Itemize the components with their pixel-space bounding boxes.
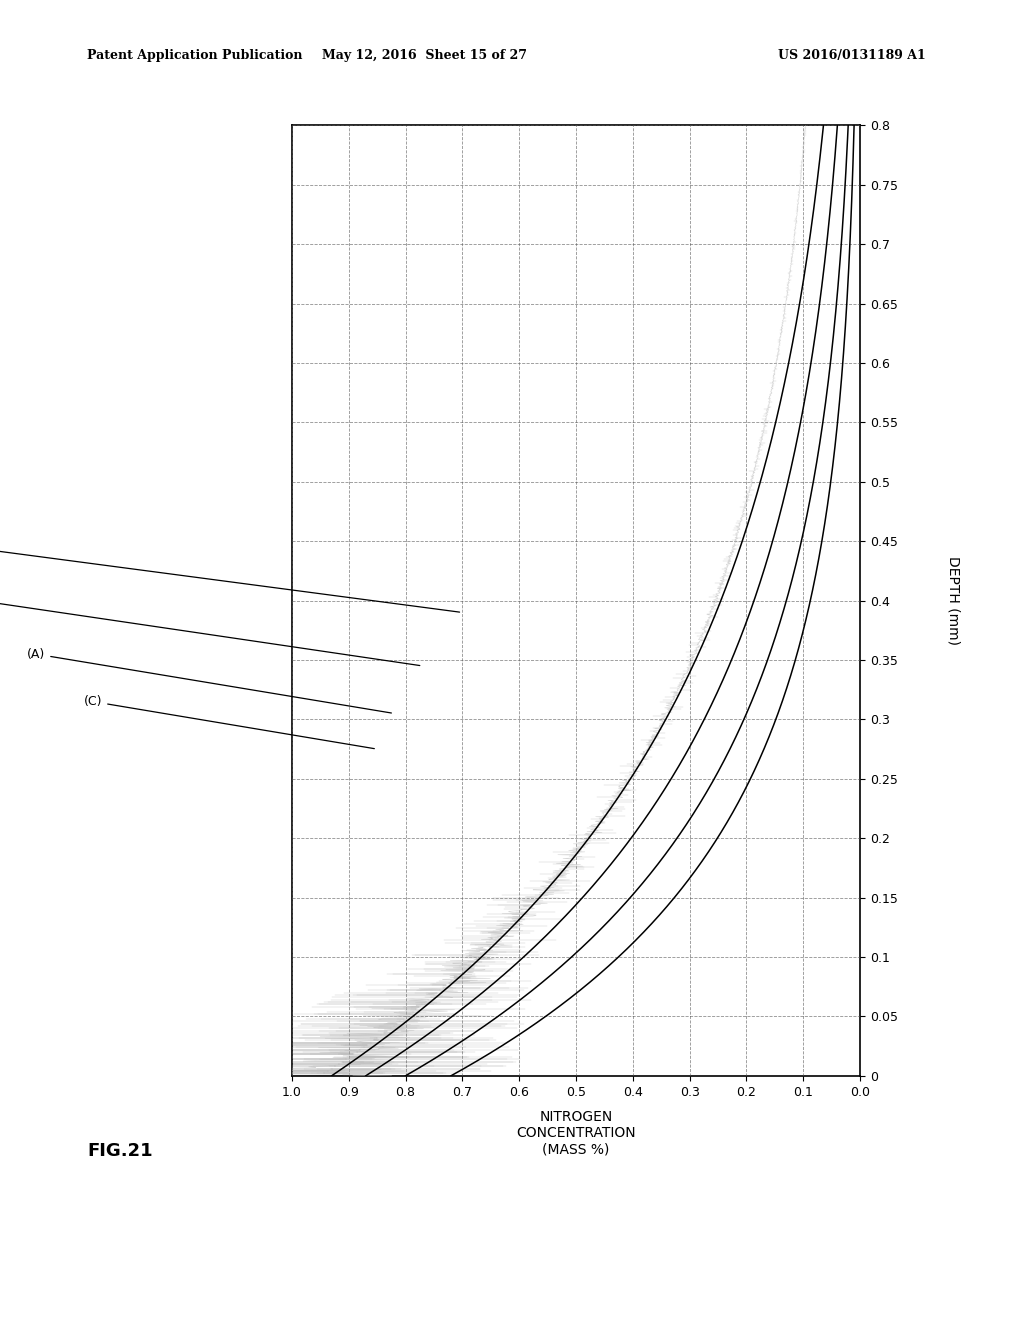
Text: (B): (B) <box>0 594 420 665</box>
Text: May 12, 2016  Sheet 15 of 27: May 12, 2016 Sheet 15 of 27 <box>323 49 527 62</box>
Text: FIG.21: FIG.21 <box>87 1142 153 1160</box>
Y-axis label: DEPTH (mm): DEPTH (mm) <box>946 556 961 645</box>
X-axis label: NITROGEN
CONCENTRATION
(MASS %): NITROGEN CONCENTRATION (MASS %) <box>516 1110 636 1156</box>
Text: (D): (D) <box>0 535 460 612</box>
Text: (C): (C) <box>84 696 375 748</box>
Text: (A): (A) <box>27 648 391 713</box>
Text: US 2016/0131189 A1: US 2016/0131189 A1 <box>778 49 926 62</box>
Text: Patent Application Publication: Patent Application Publication <box>87 49 302 62</box>
